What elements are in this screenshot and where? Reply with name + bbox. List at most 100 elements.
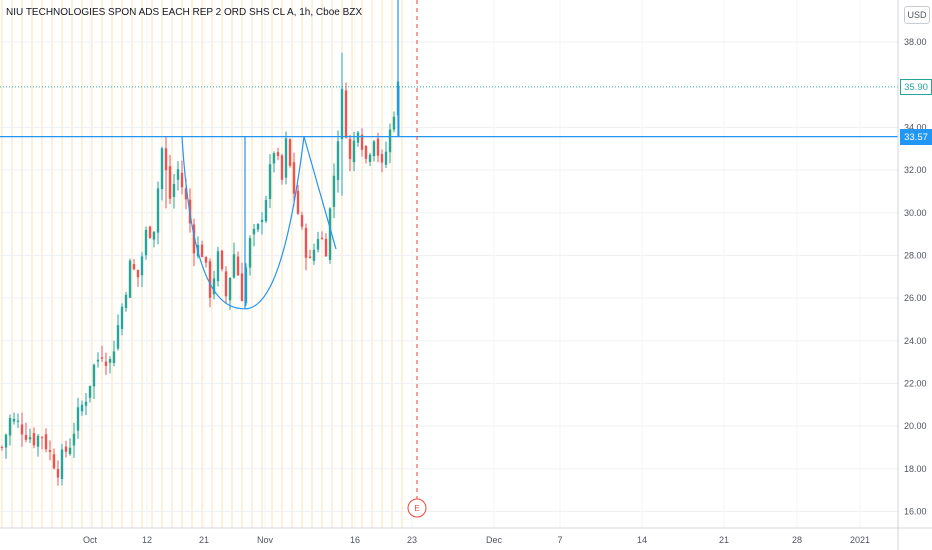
candle-body — [92, 364, 96, 387]
x-tick-label: 2021 — [850, 535, 870, 545]
candle-body — [344, 90, 348, 138]
candle-body — [304, 227, 308, 258]
candle-body — [248, 238, 252, 268]
candle-body — [8, 418, 12, 436]
x-tick-label: 21 — [719, 535, 729, 545]
candle-body — [44, 434, 48, 450]
candle-body — [24, 434, 28, 440]
handle-line — [303, 136, 337, 250]
candle-body — [308, 256, 312, 258]
y-tick-label: 38.00 — [904, 37, 927, 47]
candle-body — [292, 162, 296, 194]
candle-body — [132, 264, 136, 270]
candle-body — [388, 129, 392, 153]
candle-body — [184, 188, 188, 200]
candle-body — [100, 357, 104, 359]
x-tick-label: 21 — [199, 535, 209, 545]
candle-body — [4, 434, 8, 448]
candle-body — [284, 138, 288, 178]
candle-body — [340, 88, 344, 140]
chart-title: NIU TECHNOLOGIES SPON ADS EACH REP 2 ORD… — [6, 7, 363, 18]
x-tick-label: 23 — [407, 535, 417, 545]
candle-body — [320, 237, 324, 239]
candle-body — [120, 306, 124, 329]
candle-body — [176, 169, 180, 180]
candle-body — [328, 208, 332, 260]
x-tick-label: 12 — [142, 535, 152, 545]
candle-body — [352, 140, 356, 163]
candle-body — [84, 401, 88, 406]
candle-body — [104, 361, 108, 366]
candle-body — [348, 138, 352, 160]
candle-body — [384, 151, 388, 165]
candle-body — [336, 141, 340, 180]
candle-body — [316, 239, 320, 250]
candle-body — [192, 224, 196, 254]
candle-body — [88, 385, 92, 398]
candle-body — [96, 359, 100, 362]
candle-body — [136, 269, 140, 278]
candle-body — [108, 359, 112, 363]
candle-body — [20, 424, 24, 435]
y-tick-label: 34.00 — [904, 122, 927, 132]
candle-body — [128, 260, 132, 298]
x-tick-label: Nov — [257, 535, 274, 545]
x-tick-label: 14 — [637, 535, 647, 545]
candle-body — [40, 437, 44, 439]
candle-body — [368, 154, 372, 162]
candle-body — [148, 226, 152, 238]
y-tick-label: 16.00 — [904, 506, 927, 516]
y-tick-label: 24.00 — [904, 336, 927, 346]
candle-body — [0, 446, 4, 448]
candle-body — [392, 116, 396, 130]
candle-body — [296, 190, 300, 214]
candle-body — [276, 152, 280, 156]
candle-body — [380, 154, 384, 163]
currency-badge[interactable]: USD — [904, 6, 930, 24]
candle-body — [172, 184, 176, 197]
candle-body — [164, 148, 168, 171]
candle-body — [168, 166, 172, 199]
earnings-marker — [407, 498, 427, 518]
candle-body — [28, 437, 32, 440]
candle-body — [116, 325, 120, 349]
y-tick-label: 32.00 — [904, 165, 927, 175]
last-price-tag: 35.90 — [900, 78, 932, 95]
candle-body — [280, 155, 284, 180]
y-tick-label: 26.00 — [904, 293, 927, 303]
candle-body — [356, 132, 360, 143]
candle-body — [220, 250, 224, 270]
x-tick-label: 28 — [792, 535, 802, 545]
candle-body — [140, 256, 144, 276]
candle-body — [300, 215, 304, 227]
candle-body — [124, 294, 128, 309]
earnings-marker-label: E — [414, 504, 419, 513]
y-tick-label: 20.00 — [904, 421, 927, 431]
candle-body — [56, 469, 60, 478]
x-tick-label: 16 — [350, 535, 360, 545]
candle-body — [16, 420, 20, 422]
candle-body — [12, 418, 16, 422]
candle-body — [240, 273, 244, 302]
candle-body — [64, 446, 68, 452]
candle-body — [224, 271, 228, 297]
candle-body — [80, 404, 84, 412]
candle-body — [200, 244, 204, 257]
candle-body — [52, 454, 56, 469]
candle-body — [256, 224, 260, 230]
candle-body — [232, 254, 236, 278]
candle-body — [360, 134, 364, 150]
y-tick-label: 22.00 — [904, 378, 927, 388]
candle-body — [244, 267, 248, 303]
candles — [0, 52, 400, 486]
candle-body — [372, 141, 376, 157]
candle-body — [208, 261, 212, 298]
candle-body — [212, 278, 216, 295]
candle-body — [268, 164, 272, 200]
gridlines — [0, 0, 898, 528]
candle-body — [36, 435, 40, 447]
y-tick-label: 28.00 — [904, 250, 927, 260]
